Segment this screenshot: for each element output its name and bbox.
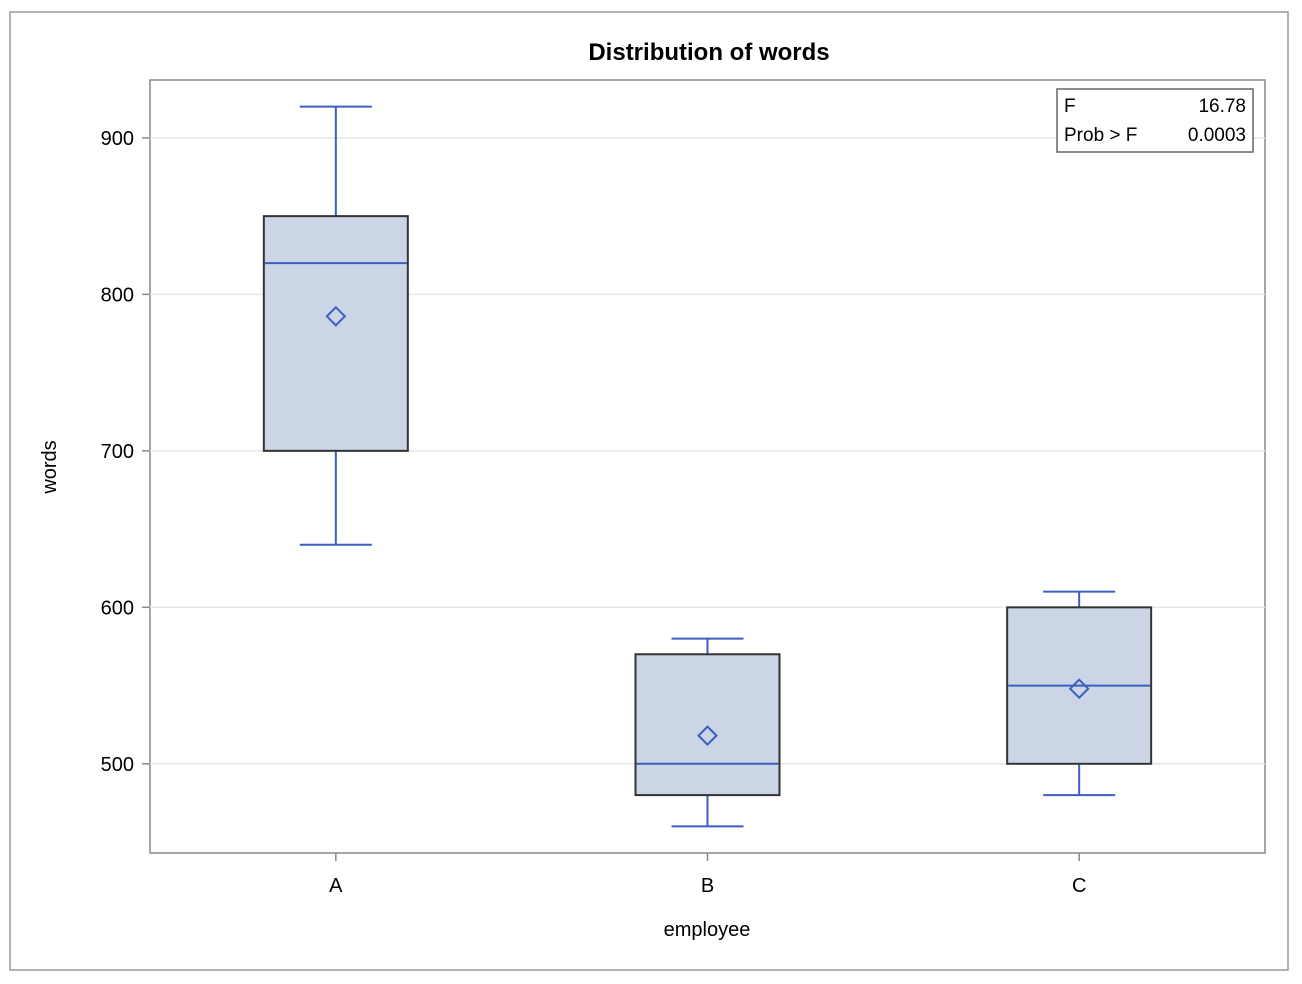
y-tick-label-900: 900: [101, 128, 134, 150]
stats-inset: F 16.78 Prob > F 0.0003: [1056, 88, 1254, 153]
mean-marker-B: [697, 725, 718, 747]
prob-label: Prob > F: [1064, 125, 1137, 146]
prob-value: 0.0003: [1188, 125, 1246, 146]
mean-marker-A: [325, 305, 347, 327]
stats-inset-box: [1056, 88, 1254, 153]
f-label: F: [1064, 96, 1076, 117]
y-axis-label: words: [39, 440, 61, 494]
box-A: [262, 105, 409, 546]
iqr-box-A: [262, 215, 409, 452]
x-tick-label-B: B: [701, 875, 714, 897]
y-tick-label-700: 700: [101, 441, 134, 463]
iqr-box-B: [634, 653, 781, 797]
axis-layer: 500 600 700 800 900 A B C: [101, 128, 1087, 897]
y-tick-label-600: 600: [101, 597, 134, 619]
y-tick-label-800: 800: [101, 284, 134, 306]
box-layer: [262, 105, 1153, 828]
f-value: 16.78: [1198, 96, 1246, 117]
x-tick-label-C: C: [1072, 875, 1086, 897]
mean-marker-C: [1068, 678, 1090, 700]
box-B: [634, 637, 781, 828]
box-C: [1006, 590, 1153, 797]
x-tick-label-A: A: [329, 875, 343, 897]
chart-title: Distribution of words: [588, 39, 829, 66]
y-tick-label-500: 500: [101, 754, 134, 776]
x-axis-label: employee: [664, 919, 751, 941]
